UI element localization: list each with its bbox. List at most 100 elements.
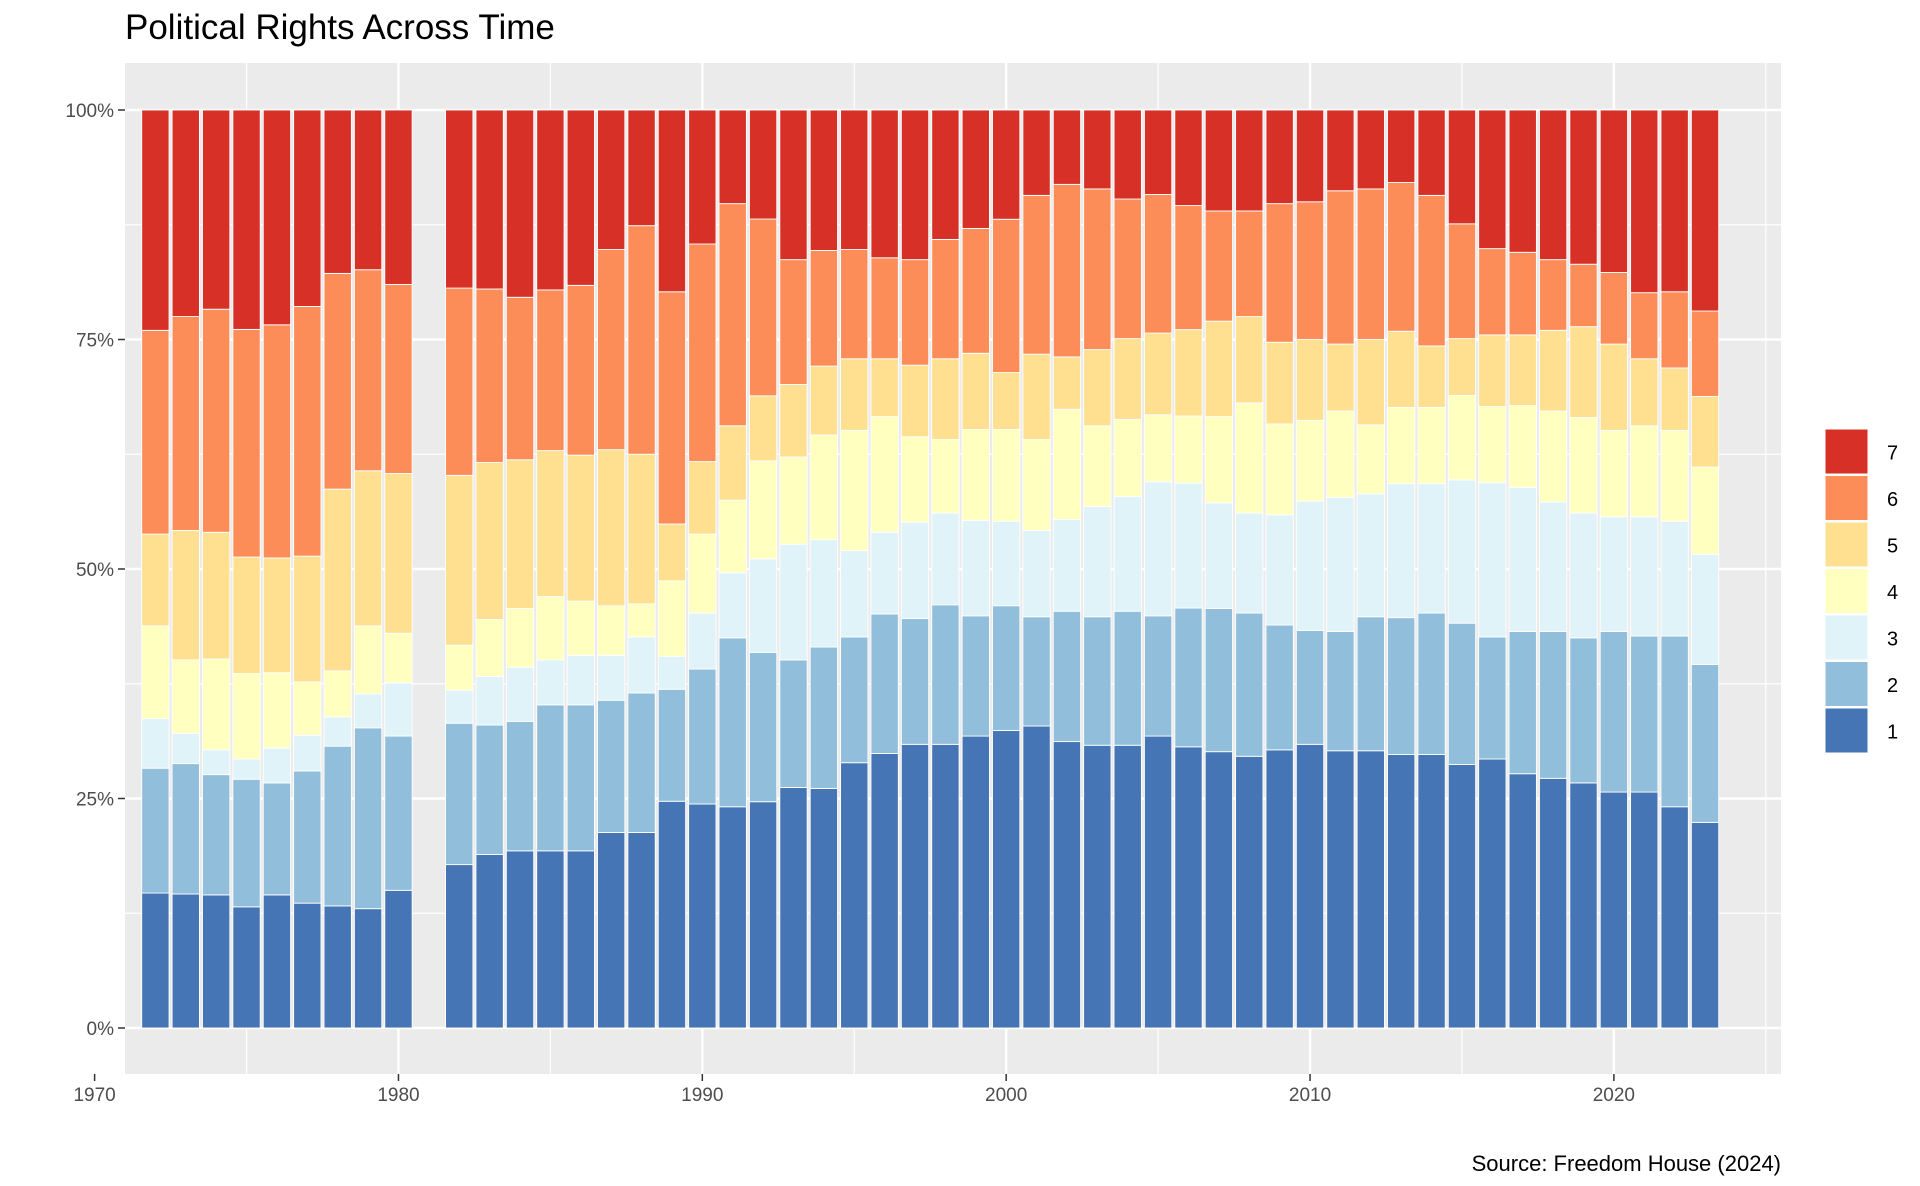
bar-segment-2012-7 <box>1356 109 1385 190</box>
bar-segment-2017-6 <box>1508 251 1537 336</box>
bar-segment-2000-3 <box>992 520 1021 607</box>
bar-segment-1994-6 <box>809 250 838 367</box>
bar-segment-2016-5 <box>1478 334 1507 407</box>
legend-label-7: 7 <box>1887 442 1898 464</box>
bar-segment-2013-3 <box>1387 483 1416 619</box>
bar-segment-1995-5 <box>840 358 869 431</box>
bar-segment-1979-2 <box>353 727 383 910</box>
bar-segment-2005-5 <box>1143 332 1173 416</box>
bar-segment-2018-3 <box>1538 501 1568 632</box>
bar-segment-1985-5 <box>536 450 565 597</box>
bar-segment-2017-3 <box>1508 486 1537 632</box>
bar-segment-1978-1 <box>323 905 352 1029</box>
bar-segment-1972-1 <box>141 892 170 1029</box>
bar-segment-2014-1 <box>1417 753 1446 1029</box>
bar-segment-2001-2 <box>1022 616 1051 727</box>
bar-segment-1974-2 <box>202 774 231 896</box>
bar-segment-2018-2 <box>1538 630 1568 779</box>
bar-segment-1991-7 <box>718 109 747 205</box>
bar-segment-1995-7 <box>840 109 869 250</box>
bar-segment-2008-1 <box>1235 755 1264 1029</box>
bar-segment-1998-4 <box>931 439 960 514</box>
bar-segment-1992-7 <box>748 109 778 220</box>
bar-segment-1997-6 <box>900 259 930 366</box>
bar-segment-1998-5 <box>931 358 960 441</box>
bar-segment-1977-6 <box>293 306 322 557</box>
bar-segment-1984-3 <box>505 666 535 722</box>
bar-segment-1984-7 <box>505 109 535 298</box>
bar-segment-1978-5 <box>323 488 352 672</box>
bar-segment-1992-1 <box>748 801 778 1029</box>
bar-segment-1992-3 <box>748 558 778 653</box>
bar-segment-1996-3 <box>870 531 899 615</box>
bar-segment-1979-1 <box>353 908 383 1029</box>
bars-layer <box>141 109 1720 1029</box>
bar-segment-1991-4 <box>718 499 747 574</box>
bar-segment-2015-5 <box>1447 338 1477 396</box>
bar-segment-1982-2 <box>445 722 474 866</box>
x-tick-label: 1970 <box>73 1085 115 1106</box>
bar-segment-1989-3 <box>657 655 687 690</box>
bar-segment-1974-1 <box>202 894 231 1029</box>
bar-segment-2000-6 <box>992 218 1021 373</box>
bar-segment-2007-3 <box>1204 502 1233 609</box>
bar-segment-2021-3 <box>1630 516 1659 637</box>
bar-segment-2014-4 <box>1417 406 1446 485</box>
legend-key-6 <box>1824 475 1869 521</box>
bar-segment-1994-5 <box>809 365 838 436</box>
bar-segment-1986-4 <box>566 600 595 656</box>
bar-segment-1993-7 <box>779 109 808 261</box>
legend-key-5 <box>1824 521 1869 568</box>
bar-segment-1975-7 <box>232 109 261 330</box>
bar-segment-2009-3 <box>1265 514 1294 626</box>
bar-segment-1996-5 <box>870 358 899 418</box>
bar-segment-2013-1 <box>1387 753 1416 1029</box>
x-tick-label: 2010 <box>1289 1085 1331 1106</box>
bar-segment-1980-3 <box>384 682 413 737</box>
bar-segment-2002-7 <box>1052 109 1082 185</box>
bar-segment-1985-2 <box>536 704 565 852</box>
bar-segment-2015-1 <box>1447 764 1477 1029</box>
bar-segment-2023-6 <box>1690 310 1720 397</box>
bar-segment-2019-5 <box>1569 326 1598 418</box>
bar-segment-2009-7 <box>1265 109 1294 205</box>
bar-segment-2016-3 <box>1478 482 1507 638</box>
bar-segment-1995-4 <box>840 429 869 552</box>
bar-segment-2004-4 <box>1113 418 1142 497</box>
bar-segment-1980-2 <box>384 735 413 891</box>
bar-segment-2006-7 <box>1174 109 1203 207</box>
bar-segment-2010-1 <box>1295 743 1325 1029</box>
bar-segment-2005-6 <box>1143 194 1173 334</box>
bar-segment-1998-6 <box>931 238 960 360</box>
bar-segment-1997-3 <box>900 521 930 620</box>
bar-segment-1983-3 <box>475 675 504 726</box>
bar-segment-2018-5 <box>1538 329 1568 412</box>
bar-segment-2021-4 <box>1630 425 1659 518</box>
bar-segment-2006-5 <box>1174 329 1203 417</box>
bar-segment-2023-1 <box>1690 821 1720 1029</box>
chart-title: Political Rights Across Time <box>125 8 555 47</box>
bar-segment-2020-5 <box>1599 343 1629 431</box>
bar-segment-2011-7 <box>1326 109 1355 192</box>
bar-segment-1973-3 <box>171 732 200 765</box>
bar-segment-1995-6 <box>840 249 869 360</box>
bar-segment-1998-1 <box>931 743 960 1029</box>
bar-segment-2020-7 <box>1599 109 1629 273</box>
bar-segment-1998-2 <box>931 604 960 745</box>
bar-segment-2021-2 <box>1630 635 1659 793</box>
bar-segment-2013-5 <box>1387 330 1416 408</box>
bar-segment-2001-5 <box>1022 353 1051 441</box>
bar-segment-1984-6 <box>505 296 535 461</box>
bar-segment-1979-7 <box>353 109 383 271</box>
bar-segment-2012-5 <box>1356 339 1385 426</box>
bar-segment-2009-2 <box>1265 624 1294 751</box>
bar-segment-1977-7 <box>293 109 322 307</box>
bar-segment-1984-4 <box>505 608 535 668</box>
bar-segment-1985-7 <box>536 109 565 291</box>
bar-segment-1993-3 <box>779 543 808 661</box>
bar-segment-2015-7 <box>1447 109 1477 225</box>
bar-segment-2001-6 <box>1022 194 1051 355</box>
bar-segment-2003-3 <box>1083 506 1112 618</box>
bar-segment-1998-3 <box>931 512 960 606</box>
bar-segment-1988-5 <box>627 453 656 605</box>
